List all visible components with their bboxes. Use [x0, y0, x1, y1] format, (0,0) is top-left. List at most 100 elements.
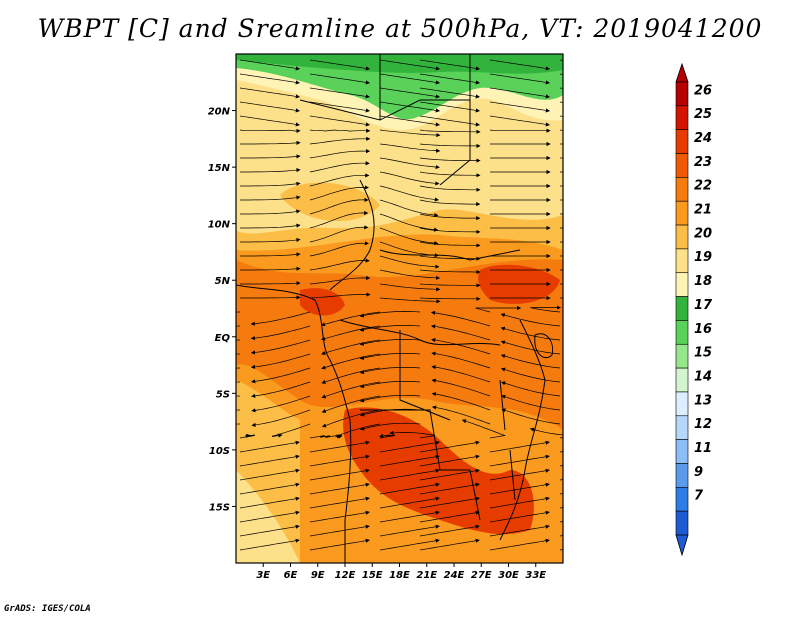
- streamline: [239, 87, 300, 99]
- colorbar-segment: [675, 129, 689, 154]
- streamline: [309, 440, 370, 453]
- streamline: [309, 210, 369, 229]
- colorbar-segment: [675, 487, 689, 512]
- streamline: [419, 524, 480, 537]
- plot-title: WBPT [C] and Sreamline at 500hPa, VT: 20…: [37, 14, 763, 43]
- streamline: [419, 538, 480, 551]
- streamline: [321, 395, 381, 413]
- streamline: [379, 199, 439, 218]
- streamline: [309, 496, 370, 509]
- lon-tick-label: 3E: [256, 570, 270, 581]
- lon-tick-label: 27E: [471, 570, 492, 581]
- streamline: [309, 136, 371, 145]
- streamline: [309, 87, 370, 99]
- streamline: [309, 510, 370, 523]
- streamline: [239, 538, 300, 551]
- streamline: [240, 266, 301, 271]
- streamline: [359, 366, 421, 375]
- lat-tick-label: 20N: [208, 107, 231, 118]
- streamline: [419, 482, 480, 495]
- streamline: [309, 241, 369, 257]
- colorbar-label: 7: [694, 489, 704, 504]
- colorbar-label: 14: [694, 369, 712, 384]
- shade-23-cameroon: [300, 288, 345, 316]
- colorbar-label: 19: [694, 250, 712, 265]
- streamline: [250, 311, 311, 326]
- streamline: [419, 227, 481, 234]
- streamline: [379, 482, 440, 495]
- streamline: [240, 237, 301, 243]
- streamline: [419, 269, 481, 275]
- colorbar-label: 23: [694, 155, 712, 170]
- streamline: [489, 115, 550, 127]
- streamline: [419, 468, 480, 481]
- streamline: [379, 440, 440, 453]
- streamline: [236, 367, 241, 369]
- streamline: [461, 419, 507, 439]
- streamline: [501, 394, 561, 411]
- streamline: [379, 157, 440, 170]
- streamline: [239, 59, 300, 71]
- streamline: [419, 213, 481, 221]
- streamline: [489, 59, 550, 71]
- streamline: [430, 310, 491, 327]
- streamline: [321, 367, 381, 384]
- streamline: [309, 59, 370, 71]
- streamline: [239, 482, 300, 495]
- streamline: [501, 408, 561, 425]
- streamline: [321, 381, 381, 399]
- streamline: [359, 311, 421, 318]
- streamline: [309, 101, 370, 113]
- streamline: [475, 305, 522, 313]
- streamline: [240, 252, 301, 257]
- longitude-axis: 3E 6E 9E 12E 15E 18E 21E 24E 27E 30E 33E: [256, 563, 546, 581]
- streamline: [419, 440, 480, 453]
- streamline: [431, 392, 491, 411]
- streamline: [240, 168, 301, 173]
- streamline: [309, 538, 370, 551]
- colorbar-label: 13: [694, 393, 712, 408]
- streamline: [321, 339, 381, 356]
- lon-tick-label: 18E: [389, 570, 410, 581]
- colorbar-segment: [675, 296, 689, 321]
- streamline: [489, 482, 550, 495]
- streamline: [239, 433, 255, 439]
- lon-tick-label: 6E: [284, 570, 298, 581]
- streamline: [379, 115, 440, 127]
- colorbar-segment: [675, 105, 689, 130]
- streamline: [559, 115, 563, 117]
- streamline: [236, 353, 241, 355]
- lat-tick-label: 15S: [209, 502, 230, 513]
- colorbar-segment: [675, 367, 689, 393]
- streamline: [559, 465, 563, 467]
- streamline: [309, 275, 371, 285]
- colorbar-segment: [675, 320, 689, 345]
- central-borders: [339, 319, 501, 521]
- rift-lakes: [499, 379, 516, 501]
- streamline: [309, 73, 370, 85]
- streamline: [489, 73, 550, 85]
- streamline: [419, 241, 481, 248]
- streamline: [240, 181, 301, 187]
- sahara-borders: [299, 54, 471, 186]
- streamline: [389, 430, 435, 439]
- streamline: [251, 367, 311, 384]
- streamline: [431, 378, 491, 397]
- streamline: [239, 468, 300, 481]
- streamline: [321, 409, 381, 428]
- colorbar-bottom-arrow: [675, 534, 689, 557]
- colorbar-label: 16: [694, 322, 712, 337]
- streamline: [239, 454, 300, 467]
- streamline: [309, 524, 370, 537]
- streamline: [240, 295, 301, 300]
- streamline: [379, 468, 440, 481]
- east-coastline: [499, 319, 546, 541]
- streamline: [240, 154, 301, 159]
- colorbar-label: 9: [694, 465, 703, 480]
- streamline: [379, 101, 440, 113]
- streamline: [559, 549, 563, 551]
- streamline: [309, 185, 369, 201]
- streamline: [379, 269, 441, 280]
- west-coastline: [236, 284, 352, 563]
